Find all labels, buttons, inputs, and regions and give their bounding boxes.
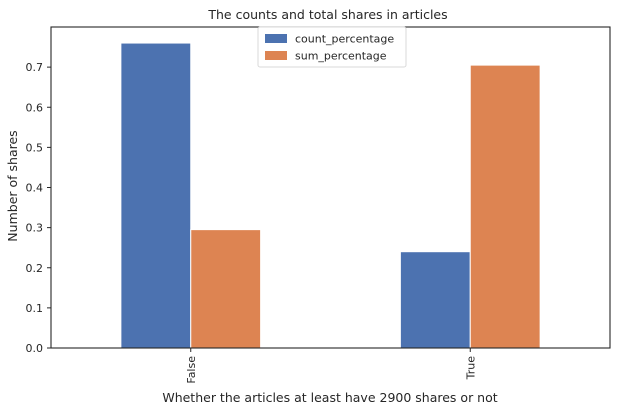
legend-swatch-sum_percentage — [265, 51, 287, 60]
x-tick-label: False — [185, 356, 198, 384]
bar-count_percentage-false — [120, 42, 192, 349]
legend-swatch-count_percentage — [265, 34, 287, 43]
y-tick-label: 0.5 — [26, 141, 44, 154]
bar-sum_percentage-false — [190, 229, 262, 349]
x-axis-label: Whether the articles at least have 2900 … — [162, 390, 497, 405]
y-tick-label: 0.0 — [26, 342, 44, 355]
legend-label-count_percentage: count_percentage — [295, 33, 394, 46]
legend-label-sum_percentage: sum_percentage — [295, 50, 387, 63]
x-tick-label: True — [464, 356, 477, 381]
plot-area: 0.0 0.1 0.2 0.3 0.4 0.5 0.6 0.7 False True count_p… — [26, 26, 611, 384]
bar-sum_percentage-true — [469, 64, 541, 349]
chart-title: The counts and total shares in articles — [207, 7, 447, 22]
legend-box — [257, 26, 407, 68]
legend: count_percentage sum_percentage — [257, 26, 407, 68]
y-axis-label: Number of shares — [5, 130, 20, 241]
y-tick-label: 0.3 — [26, 222, 44, 235]
y-tick-label: 0.1 — [26, 302, 44, 315]
y-tick-label: 0.7 — [26, 61, 44, 74]
y-tick-label: 0.2 — [26, 262, 44, 275]
y-tick-label: 0.6 — [26, 101, 44, 114]
y-tick-label: 0.4 — [26, 182, 44, 195]
bar-count_percentage-true — [399, 251, 471, 349]
